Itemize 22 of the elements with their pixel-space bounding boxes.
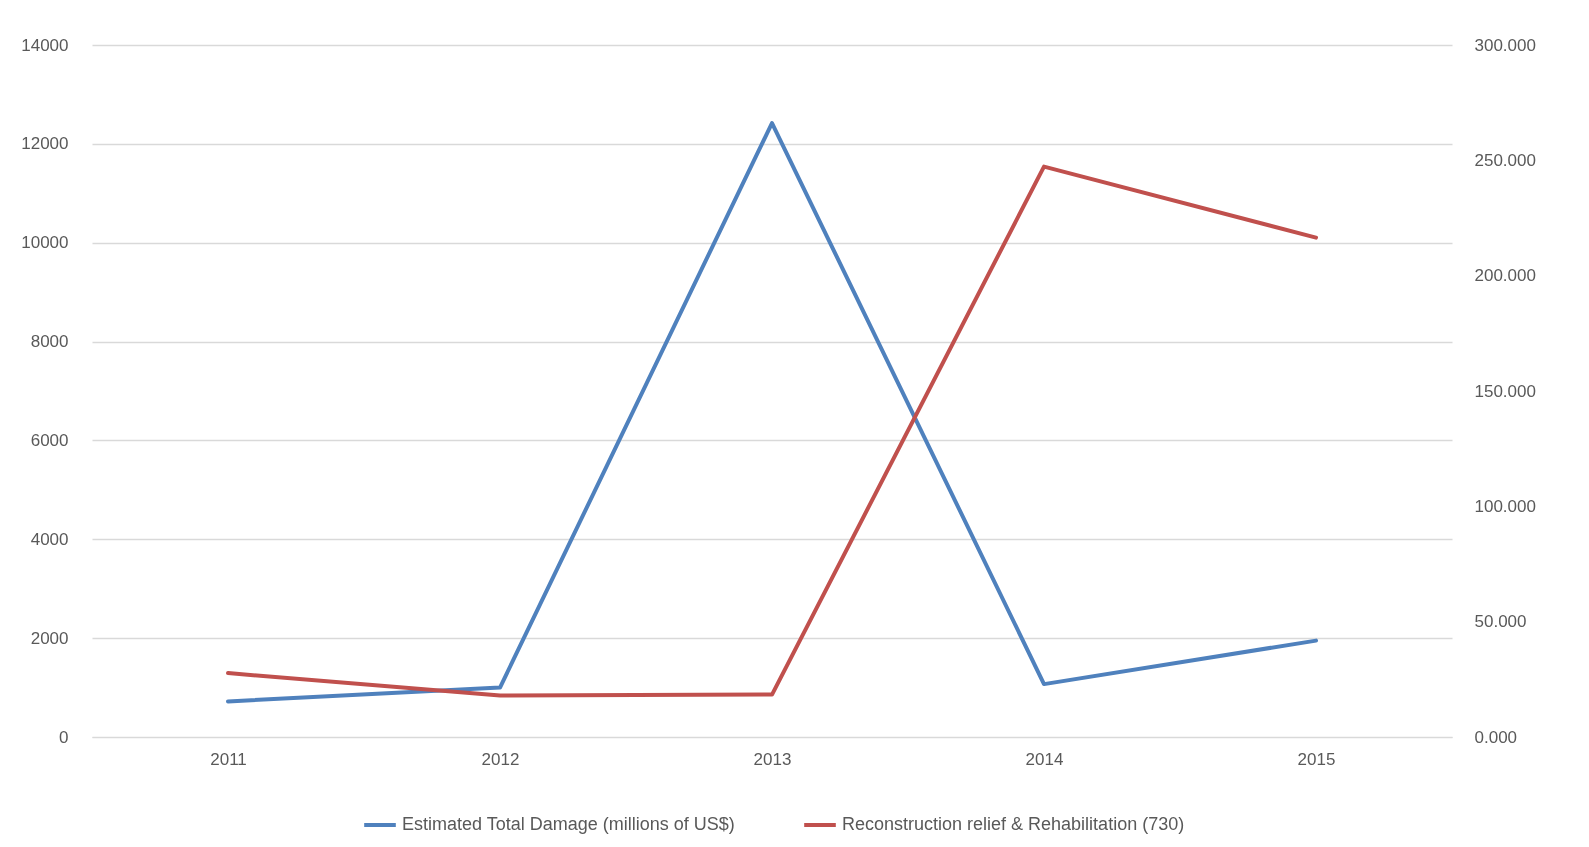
y2-tick-label: 250.000 <box>1474 150 1536 170</box>
y-tick-label: 12000 <box>21 134 69 154</box>
x-tick-label: 2011 <box>210 749 247 769</box>
x-tick-label: 2012 <box>481 749 520 769</box>
y-tick-label: 2000 <box>30 628 69 648</box>
y2-tick-label: 0.000 <box>1474 727 1518 747</box>
x-tick-label: 2014 <box>1025 749 1064 769</box>
y-tick-label: 4000 <box>30 529 69 549</box>
y-tick-label: 0 <box>59 727 69 747</box>
y2-tick-label: 100.000 <box>1474 496 1536 516</box>
x-tick-label: 2015 <box>1297 749 1336 769</box>
x-tick-label: 2013 <box>753 749 792 769</box>
y-tick-label: 8000 <box>30 332 69 352</box>
legend-label: Reconstruction relief & Rehabilitation (730) <box>842 814 1185 834</box>
y2-tick-label: 150.000 <box>1474 381 1536 401</box>
y2-tick-label: 50.000 <box>1474 612 1527 632</box>
y-tick-label: 10000 <box>21 233 69 253</box>
y-tick-label: 14000 <box>21 35 69 55</box>
legend-label: Estimated Total Damage (millions of US$) <box>402 814 735 834</box>
y-tick-label: 6000 <box>30 430 69 450</box>
y2-tick-label: 200.000 <box>1474 266 1536 286</box>
y2-tick-label: 300.000 <box>1474 35 1536 55</box>
